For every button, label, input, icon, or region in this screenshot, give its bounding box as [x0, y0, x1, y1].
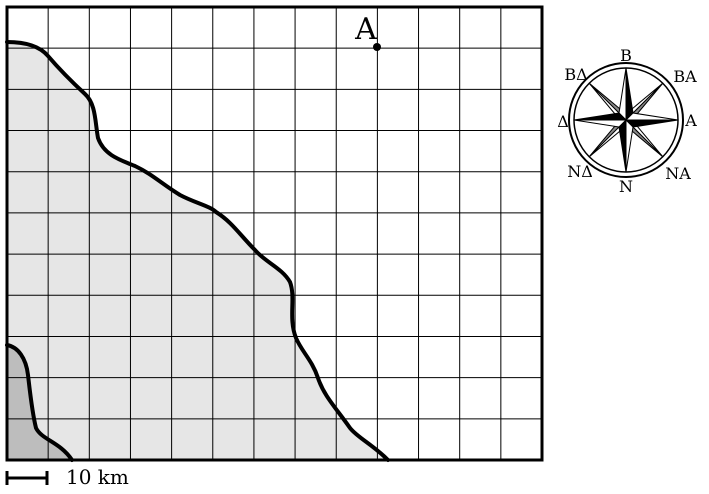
land-light-region	[7, 42, 388, 460]
compass-label-southwest: NΔ	[567, 162, 593, 181]
compass-label-northwest: BΔ	[564, 65, 587, 84]
land-dark-region	[7, 345, 72, 460]
compass-rose: B BA A NA N NΔ Δ BΔ	[557, 46, 697, 196]
compass-label-east: A	[684, 111, 697, 130]
compass-cardinal-points	[573, 67, 679, 173]
map-border	[5, 5, 544, 462]
map-grid	[7, 7, 542, 460]
compass-label-southeast: NA	[665, 164, 691, 183]
scale-bar-label: 10 km	[66, 465, 129, 489]
coastline-inner	[5, 343, 74, 462]
compass-label-south: N	[619, 177, 633, 196]
compass-label-north: B	[620, 46, 632, 65]
coastline-main	[5, 40, 390, 462]
point-a-marker	[373, 43, 381, 51]
point-a-label: A	[354, 12, 377, 47]
compass-label-west: Δ	[557, 112, 569, 131]
scale-bar	[5, 471, 49, 485]
compass-diagonal-points	[588, 82, 664, 158]
compass-label-northeast: BA	[673, 67, 697, 86]
